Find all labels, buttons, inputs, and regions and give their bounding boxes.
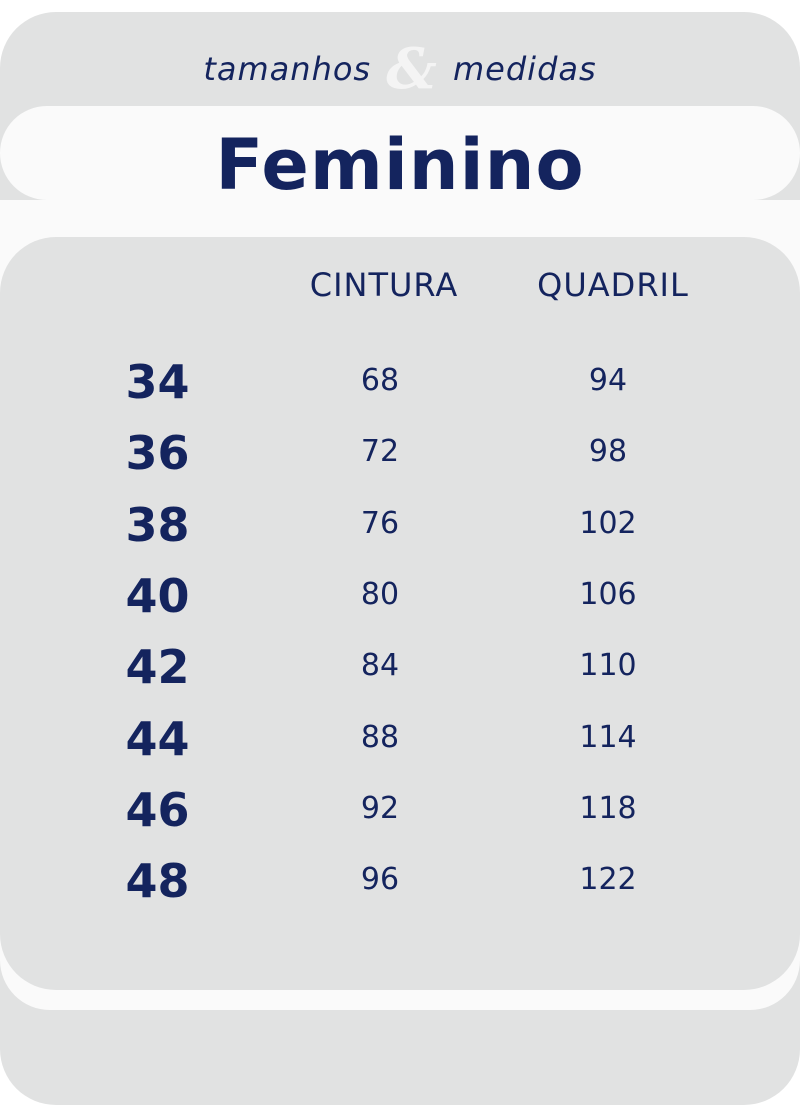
size-cell: 38 — [125, 497, 190, 552]
quadril-cell: 102 — [579, 505, 637, 541]
table-panel — [0, 237, 800, 990]
quadril-cell: 122 — [579, 862, 637, 898]
quadril-cell: 106 — [579, 576, 637, 612]
size-cell: 40 — [125, 568, 190, 623]
quadril-cell: 94 — [588, 363, 628, 398]
column-header-quadril: QUADRIL — [537, 266, 689, 304]
size-cell: 42 — [125, 640, 190, 695]
cintura-cell: 80 — [360, 576, 400, 612]
size-cell: 46 — [125, 782, 190, 837]
page-title: Feminino — [215, 124, 585, 206]
size-cell: 34 — [125, 355, 190, 409]
subtitle-right: medidas — [453, 50, 597, 88]
cintura-cell: 96 — [360, 862, 400, 898]
quadril-cell: 110 — [579, 648, 637, 684]
subtitle: tamanhos & medidas — [0, 36, 800, 102]
table-row: 46 92 118 — [0, 783, 800, 843]
cintura-cell: 68 — [360, 363, 400, 398]
size-cell: 36 — [125, 426, 190, 481]
table-row: 48 96 122 — [0, 854, 800, 914]
quadril-cell: 114 — [579, 719, 637, 755]
table-row: 38 76 102 — [0, 498, 800, 558]
column-header-cintura: CINTURA — [309, 266, 459, 304]
subtitle-left: tamanhos — [203, 50, 372, 88]
cintura-cell: 76 — [360, 505, 400, 541]
size-cell: 48 — [125, 854, 190, 909]
table-row: 34 68 94 — [0, 355, 800, 415]
cintura-cell: 92 — [360, 790, 400, 826]
cintura-cell: 88 — [360, 719, 400, 755]
table-row: 36 72 98 — [0, 426, 800, 486]
ampersand: & — [386, 36, 438, 102]
table-row: 44 88 114 — [0, 712, 800, 772]
cintura-cell: 84 — [360, 648, 400, 684]
quadril-cell: 98 — [588, 434, 628, 470]
table-row: 40 80 106 — [0, 569, 800, 629]
cintura-cell: 72 — [360, 434, 400, 470]
quadril-cell: 118 — [579, 790, 637, 826]
table-row: 42 84 110 — [0, 640, 800, 700]
title-banner — [0, 106, 800, 200]
size-cell: 44 — [125, 711, 190, 766]
